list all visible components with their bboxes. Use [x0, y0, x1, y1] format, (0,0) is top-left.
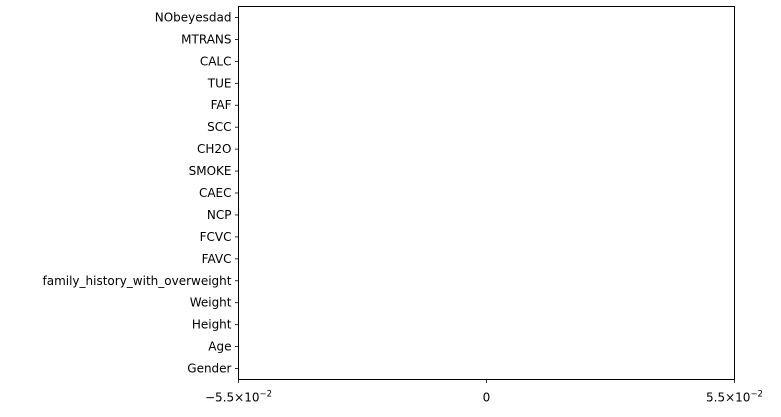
y-tick-label: Gender [187, 362, 231, 376]
y-tick-label: FAVC [202, 252, 232, 266]
y-tick-label: family_history_with_overweight [43, 274, 232, 288]
y-tick-label: CAEC [199, 186, 232, 200]
y-tick-label: FCVC [200, 230, 232, 244]
y-tick-label: MTRANS [181, 32, 231, 46]
y-tick-label: SCC [207, 120, 231, 134]
axes-frame [238, 6, 735, 380]
y-tick-label: Weight [190, 296, 232, 310]
x-axis: −5.5×10−2 0 5.5×10−2 [205, 379, 763, 405]
y-tick-label: Height [192, 318, 232, 332]
y-tick-label: FAF [211, 98, 232, 112]
y-tick-label: NCP [207, 208, 232, 222]
y-tick-label: SMOKE [189, 164, 232, 178]
y-tick-label: CH2O [197, 142, 231, 156]
y-tick-label: NObeyesdad [155, 10, 232, 24]
y-axis: Gender Age Height Weight family_history_with… [43, 10, 239, 376]
x-tick-label: 0 [483, 391, 491, 405]
x-tick-label: 5.5×10−2 [706, 390, 763, 405]
plot-area [238, 6, 735, 380]
y-tick-label: Age [208, 340, 231, 354]
y-tick-label: CALC [200, 54, 232, 68]
x-tick-label: −5.5×10−2 [205, 390, 272, 405]
y-tick-label: TUE [207, 76, 232, 90]
